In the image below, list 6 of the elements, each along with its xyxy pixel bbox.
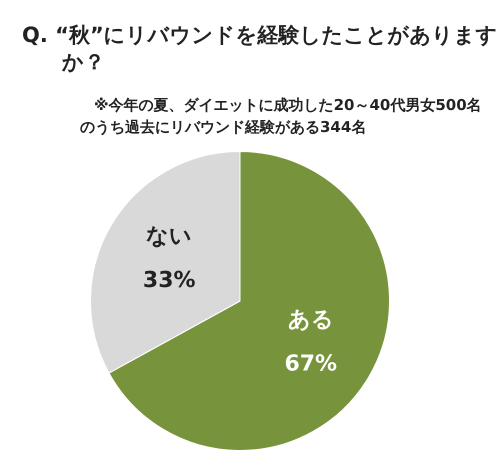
slice-label: ない (146, 224, 192, 249)
data-label: 67% (284, 352, 338, 377)
data-label: 33% (142, 268, 196, 293)
chart-subtitle: ※今年の夏、ダイエットに成功した20～40代男女500名のうち過去にリバウンド経験がある344名 (80, 95, 483, 138)
chart-title: Q. “秋”にリバウンドを経験したことがありますか？ (22, 22, 499, 76)
slice-label: ある (288, 308, 334, 333)
